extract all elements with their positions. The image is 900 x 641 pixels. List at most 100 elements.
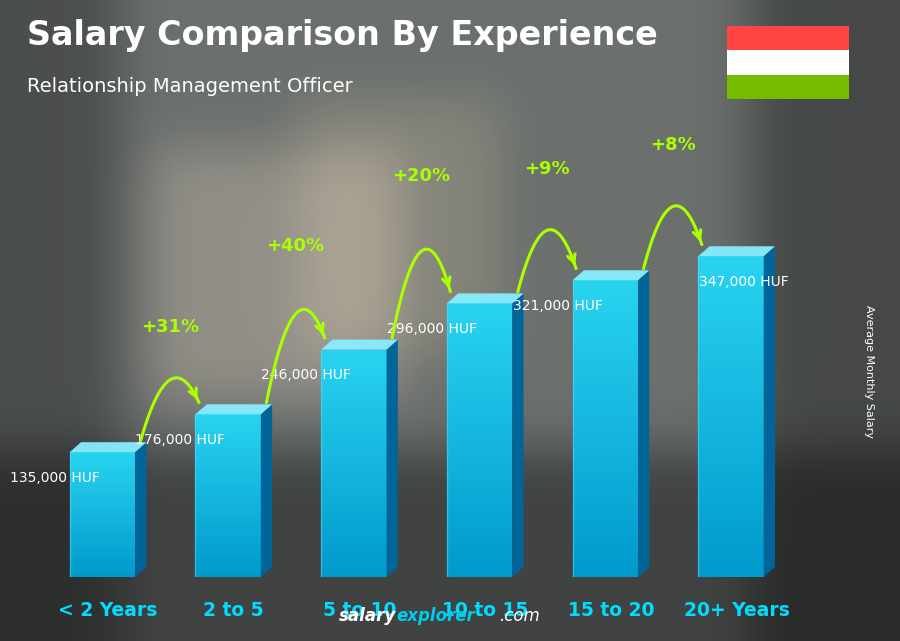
Polygon shape (447, 376, 512, 381)
Polygon shape (572, 364, 638, 369)
Polygon shape (447, 559, 512, 563)
Polygon shape (698, 267, 764, 272)
Polygon shape (69, 452, 135, 454)
Polygon shape (195, 569, 261, 572)
Polygon shape (195, 447, 261, 449)
Polygon shape (195, 463, 261, 466)
Polygon shape (572, 517, 638, 522)
Polygon shape (447, 490, 512, 495)
Polygon shape (572, 498, 638, 503)
Text: explorer: explorer (396, 607, 475, 625)
Polygon shape (698, 337, 764, 342)
Polygon shape (698, 272, 764, 278)
Polygon shape (321, 565, 386, 569)
Polygon shape (447, 381, 512, 385)
Polygon shape (698, 529, 764, 534)
Polygon shape (195, 522, 261, 526)
Polygon shape (69, 575, 135, 577)
Polygon shape (386, 340, 398, 577)
Polygon shape (698, 550, 764, 556)
Polygon shape (572, 325, 638, 329)
Text: 321,000 HUF: 321,000 HUF (513, 299, 602, 313)
Polygon shape (195, 404, 272, 414)
Polygon shape (447, 536, 512, 540)
Polygon shape (572, 473, 638, 478)
Polygon shape (698, 566, 764, 572)
Polygon shape (321, 444, 386, 448)
Polygon shape (69, 487, 135, 490)
Polygon shape (195, 458, 261, 460)
Polygon shape (195, 442, 261, 444)
Polygon shape (698, 492, 764, 497)
Polygon shape (698, 246, 775, 256)
Text: +20%: +20% (392, 167, 450, 185)
Polygon shape (572, 567, 638, 572)
Polygon shape (698, 545, 764, 550)
Polygon shape (195, 474, 261, 477)
Bar (727, 75, 849, 99)
Polygon shape (195, 444, 261, 447)
Polygon shape (321, 562, 386, 565)
Polygon shape (447, 486, 512, 490)
Polygon shape (572, 448, 638, 453)
Polygon shape (447, 317, 512, 322)
Polygon shape (321, 478, 386, 482)
Polygon shape (698, 508, 764, 513)
Polygon shape (321, 387, 386, 391)
Polygon shape (698, 438, 764, 444)
Polygon shape (321, 418, 386, 422)
Polygon shape (321, 528, 386, 531)
Polygon shape (572, 547, 638, 552)
Polygon shape (698, 454, 764, 460)
Polygon shape (321, 505, 386, 509)
Polygon shape (321, 410, 386, 414)
Polygon shape (69, 569, 135, 570)
Text: Relationship Management Officer: Relationship Management Officer (27, 77, 353, 96)
Polygon shape (698, 518, 764, 524)
Polygon shape (698, 288, 764, 294)
Polygon shape (195, 509, 261, 512)
Polygon shape (195, 515, 261, 517)
Polygon shape (572, 413, 638, 419)
Polygon shape (69, 465, 135, 467)
Polygon shape (195, 561, 261, 563)
Text: salary: salary (338, 607, 396, 625)
Polygon shape (69, 529, 135, 531)
Polygon shape (698, 513, 764, 518)
Polygon shape (69, 567, 135, 569)
Polygon shape (321, 361, 386, 365)
Polygon shape (69, 492, 135, 494)
Polygon shape (135, 442, 147, 577)
Polygon shape (321, 426, 386, 429)
Polygon shape (698, 572, 764, 577)
Polygon shape (195, 563, 261, 566)
Polygon shape (572, 453, 638, 458)
Polygon shape (321, 460, 386, 463)
Text: 5 to 10: 5 to 10 (323, 601, 396, 620)
Polygon shape (447, 572, 512, 577)
Polygon shape (321, 513, 386, 516)
Polygon shape (69, 520, 135, 523)
Polygon shape (638, 271, 649, 577)
Polygon shape (195, 572, 261, 574)
Polygon shape (195, 479, 261, 482)
Polygon shape (447, 294, 524, 303)
Polygon shape (69, 467, 135, 469)
Polygon shape (69, 512, 135, 515)
Polygon shape (447, 340, 512, 344)
Polygon shape (447, 404, 512, 408)
Polygon shape (447, 467, 512, 472)
Polygon shape (321, 501, 386, 505)
Polygon shape (195, 528, 261, 531)
Polygon shape (321, 369, 386, 372)
Polygon shape (321, 399, 386, 403)
Polygon shape (447, 367, 512, 372)
Polygon shape (321, 456, 386, 460)
Polygon shape (69, 570, 135, 573)
Polygon shape (572, 419, 638, 424)
Polygon shape (572, 463, 638, 468)
Polygon shape (321, 482, 386, 486)
Polygon shape (195, 555, 261, 558)
Text: 176,000 HUF: 176,000 HUF (135, 433, 225, 447)
Polygon shape (572, 310, 638, 315)
